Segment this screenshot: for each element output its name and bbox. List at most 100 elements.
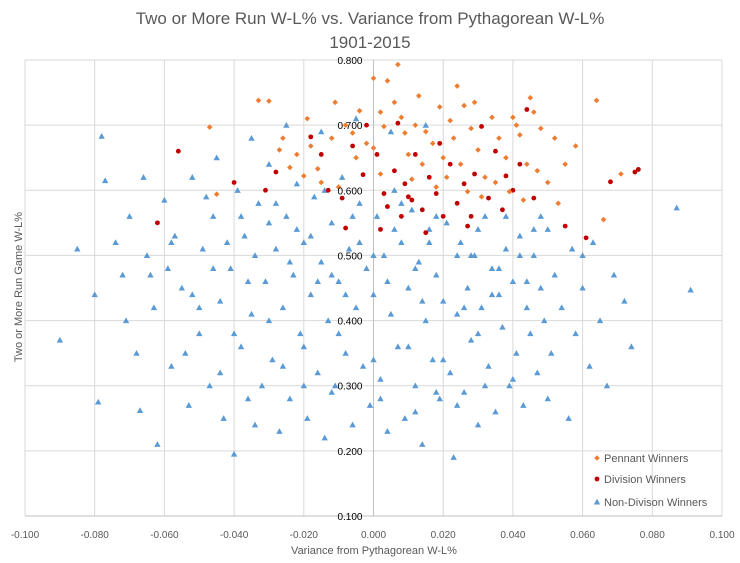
- legend-label: Non-Divison Winners: [604, 497, 708, 509]
- x-tick-label: -0.060: [150, 530, 179, 541]
- data-point: [269, 356, 276, 363]
- data-point: [472, 171, 477, 177]
- data-point: [338, 174, 346, 180]
- data-point: [450, 135, 457, 141]
- data-point: [440, 213, 446, 219]
- data-point: [562, 223, 568, 229]
- data-point: [343, 225, 349, 231]
- data-point: [471, 99, 478, 106]
- data-point: [325, 187, 331, 193]
- data-point: [387, 310, 395, 317]
- data-point: [474, 421, 482, 428]
- data-point: [453, 402, 461, 408]
- data-point: [531, 109, 537, 115]
- data-point: [244, 278, 252, 285]
- data-point: [474, 226, 482, 232]
- data-point: [687, 286, 694, 293]
- data-point: [436, 395, 443, 402]
- data-point: [272, 200, 280, 206]
- data-point: [465, 223, 470, 229]
- data-point: [488, 265, 496, 272]
- data-point: [467, 336, 475, 343]
- data-point: [178, 284, 186, 291]
- data-point: [527, 330, 534, 337]
- legend-marker: [594, 476, 600, 482]
- data-point: [370, 75, 377, 82]
- data-point: [345, 245, 353, 252]
- data-point: [632, 169, 638, 175]
- data-point: [537, 284, 544, 291]
- data-point: [398, 114, 405, 121]
- data-point: [628, 343, 635, 350]
- data-point: [516, 232, 524, 239]
- x-tick-label: 0.000: [361, 530, 386, 541]
- data-point: [255, 200, 262, 206]
- data-point: [279, 304, 287, 311]
- data-point: [196, 304, 203, 311]
- data-point: [342, 349, 349, 356]
- data-point: [447, 161, 453, 167]
- data-point: [478, 194, 485, 200]
- data-point: [461, 181, 467, 187]
- data-point: [349, 130, 356, 136]
- data-point: [265, 317, 273, 324]
- data-point: [453, 310, 461, 317]
- data-point: [314, 369, 321, 376]
- data-point: [328, 389, 335, 395]
- y-tick-label: 0.700: [337, 121, 362, 132]
- data-point: [335, 330, 342, 337]
- data-point: [273, 169, 279, 175]
- data-point: [398, 213, 404, 219]
- data-point: [530, 226, 538, 232]
- data-point: [572, 330, 579, 337]
- y-axis-label: Two or More Run Game W-L%: [13, 212, 25, 362]
- data-point: [91, 291, 98, 298]
- data-point: [517, 132, 523, 138]
- data-point: [419, 297, 426, 304]
- data-point: [544, 179, 551, 186]
- data-point: [534, 369, 541, 376]
- data-point: [300, 382, 307, 389]
- data-point: [314, 165, 321, 172]
- data-point: [450, 454, 457, 460]
- data-point: [481, 382, 489, 389]
- data-point: [596, 317, 604, 324]
- data-point: [454, 83, 460, 89]
- data-point: [395, 61, 401, 68]
- data-point: [349, 421, 356, 428]
- data-point: [150, 304, 158, 311]
- data-point: [502, 213, 510, 219]
- data-point: [307, 291, 314, 298]
- data-point: [493, 148, 498, 154]
- data-point: [422, 121, 429, 128]
- data-point: [231, 180, 237, 185]
- data-point: [454, 200, 460, 206]
- data-point: [182, 349, 189, 356]
- data-point: [196, 330, 203, 337]
- axes: [25, 60, 722, 517]
- data-point: [409, 197, 415, 203]
- x-tick-label: 0.080: [640, 530, 665, 541]
- data-point: [433, 213, 440, 219]
- data-point: [422, 317, 429, 324]
- data-point: [446, 369, 454, 376]
- data-point: [293, 226, 301, 232]
- data-point: [335, 278, 342, 285]
- data-point: [412, 382, 419, 389]
- data-point: [478, 304, 485, 311]
- data-point: [517, 161, 523, 167]
- data-point: [370, 291, 377, 298]
- data-point: [520, 402, 527, 408]
- data-point: [133, 349, 140, 356]
- data-point: [328, 219, 335, 226]
- data-point: [321, 434, 328, 441]
- data-point: [496, 135, 502, 141]
- data-point: [189, 291, 196, 298]
- data-point: [398, 239, 405, 245]
- data-point: [234, 187, 241, 193]
- data-point: [618, 171, 624, 177]
- data-point: [380, 252, 388, 258]
- data-point: [527, 94, 534, 101]
- data-point: [220, 415, 227, 421]
